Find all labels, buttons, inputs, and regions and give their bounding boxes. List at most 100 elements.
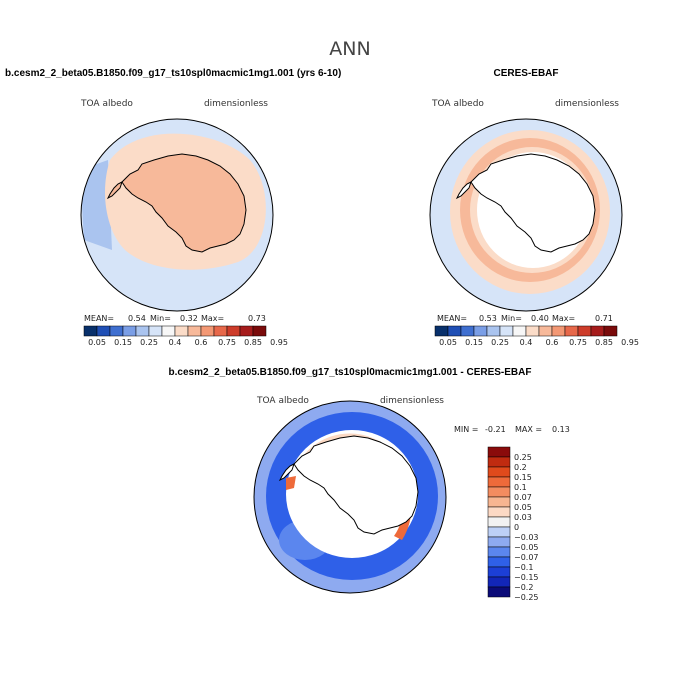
panel-model-min-value: 0.32: [180, 314, 198, 323]
panel-diff-title: b.cesm2_2_beta05.B1850.f09_g17_ts10spl0m…: [169, 367, 532, 378]
panel-model-frame: [80, 118, 274, 312]
colorbar-swatch: [174, 325, 189, 337]
colorbar-swatch: [434, 325, 449, 337]
colorbar-swatch: [83, 325, 98, 337]
panel-diff-max-label: MAX =: [515, 425, 542, 434]
colorbar-swatch: [603, 325, 618, 337]
panel-model: b.cesm2_2_beta05.B1850.f09_g17_ts10spl0m…: [5, 68, 341, 347]
panel-obs-stats: MEAN= 0.53 Min= 0.40 Max= 0.71: [437, 314, 613, 323]
panel-diff-peninsula-patch: [286, 476, 296, 490]
colorbar-tick-label: 0.4: [520, 338, 533, 347]
colorbar-tick-label: 0.15: [465, 338, 483, 347]
colorbar-tick-label: −0.1: [514, 563, 533, 572]
colorbar-tick-label: 0.05: [439, 338, 457, 347]
panel-model-max-label: Max=: [201, 314, 224, 323]
panel-model-title: b.cesm2_2_beta05.B1850.f09_g17_ts10spl0m…: [5, 68, 341, 79]
colorbar-tick-label: 0.6: [546, 338, 559, 347]
colorbar-swatch: [122, 325, 137, 337]
colorbar-tick-label: −0.07: [514, 553, 539, 562]
colorbar-swatch: [590, 325, 605, 337]
panel-obs-min-value: 0.40: [531, 314, 549, 323]
panel-model-units: dimensionless: [204, 99, 268, 109]
colorbar-swatch: [226, 325, 241, 337]
colorbar-tick-label: 0.25: [514, 453, 532, 462]
colorbar-swatch: [538, 325, 553, 337]
colorbar-swatch: [564, 325, 579, 337]
colorbar-tick-label: 0.25: [491, 338, 509, 347]
panel-obs-mean-label: MEAN=: [437, 314, 467, 323]
colorbar-swatch: [473, 325, 488, 337]
colorbar-swatch: [487, 586, 511, 598]
colorbar-tick-label: 0.1: [514, 483, 527, 492]
panel-model-max-value: 0.73: [248, 314, 266, 323]
panel-obs-frame: [429, 118, 623, 312]
colorbar-tick-label: 0.05: [88, 338, 106, 347]
colorbar-tick-label: 0.07: [514, 493, 532, 502]
colorbar-swatch: [96, 325, 111, 337]
colorbar-tick-label: 0.85: [244, 338, 262, 347]
colorbar-swatch: [135, 325, 150, 337]
panel-model-min-label: Min=: [150, 314, 171, 323]
panel-obs-max-value: 0.71: [595, 314, 613, 323]
colorbar-swatch: [525, 325, 540, 337]
colorbar-tick-label: 0.2: [514, 463, 527, 472]
panel-obs-max-label: Max=: [552, 314, 575, 323]
colorbar-tick-label: 0.15: [514, 473, 532, 482]
panel-model-colorbar: 0.05 0.15 0.25 0.4 0.6 0.75 0.85 0.95: [83, 325, 288, 347]
colorbar-tick-label: 0.85: [595, 338, 613, 347]
colorbar-tick-label: −0.05: [514, 543, 539, 552]
colorbar-swatch: [148, 325, 163, 337]
colorbar-swatch: [487, 536, 511, 548]
colorbar-swatch: [551, 325, 566, 337]
panel-model-ocean-mid: [81, 160, 112, 250]
panel-diff-stats: MIN = -0.21 MAX = 0.13: [454, 425, 570, 434]
colorbar-tick-label: 0.05: [514, 503, 532, 512]
colorbar-tick-label: −0.15: [514, 573, 539, 582]
panel-obs-variable: TOA albedo: [431, 99, 484, 109]
panel-model-mean-label: MEAN=: [84, 314, 114, 323]
colorbar-swatch: [161, 325, 176, 337]
colorbar-swatch: [512, 325, 527, 337]
colorbar-tick-label: −0.2: [514, 583, 533, 592]
colorbar-tick-label: 0.75: [218, 338, 236, 347]
colorbar-tick-label: 0.6: [195, 338, 208, 347]
colorbar-swatch: [109, 325, 124, 337]
panel-obs-map: [430, 119, 622, 311]
panel-diff-colorbar: 0.250.20.150.10.070.050.030−0.03−0.05−0.…: [487, 446, 539, 602]
colorbar-tick-label: 0.95: [621, 338, 639, 347]
colorbar-swatch: [487, 496, 511, 508]
panel-obs-colorbar: 0.05 0.15 0.25 0.4 0.6 0.75 0.85 0.95: [434, 325, 639, 347]
colorbar-swatch: [187, 325, 202, 337]
panel-diff-min-value: -0.21: [485, 425, 506, 434]
colorbar-swatch: [487, 456, 511, 468]
colorbar-tick-label: −0.03: [514, 533, 539, 542]
colorbar-tick-label: 0: [514, 523, 519, 532]
panel-obs-min-label: Min=: [501, 314, 522, 323]
colorbar-tick-label: 0.25: [140, 338, 158, 347]
colorbar-swatch: [239, 325, 254, 337]
panel-obs: CERES-EBAF TOA albedo dimensionless MEAN…: [429, 68, 639, 347]
colorbar-swatch: [487, 576, 511, 588]
panel-diff: b.cesm2_2_beta05.B1850.f09_g17_ts10spl0m…: [169, 367, 570, 602]
colorbar-swatch: [487, 476, 511, 488]
colorbar-swatch: [487, 566, 511, 578]
panel-model-map: [81, 119, 273, 311]
colorbar-tick-label: 0.4: [169, 338, 182, 347]
panel-diff-min-label: MIN =: [454, 425, 479, 434]
panel-diff-max-value: 0.13: [552, 425, 570, 434]
colorbar-tick-label: 0.15: [114, 338, 132, 347]
colorbar-swatch: [487, 466, 511, 478]
colorbar-swatch: [460, 325, 475, 337]
panel-diff-map: [254, 401, 446, 593]
panel-diff-units: dimensionless: [380, 396, 444, 406]
colorbar-swatch: [487, 526, 511, 538]
panel-diff-variable: TOA albedo: [256, 396, 309, 406]
colorbar-swatch: [487, 516, 511, 528]
panel-diff-frame: [253, 400, 447, 594]
panel-obs-title: CERES-EBAF: [493, 68, 558, 79]
panel-model-variable: TOA albedo: [80, 99, 133, 109]
colorbar-tick-label: 0.95: [270, 338, 288, 347]
colorbar-swatch: [213, 325, 228, 337]
colorbar-swatch: [499, 325, 514, 337]
